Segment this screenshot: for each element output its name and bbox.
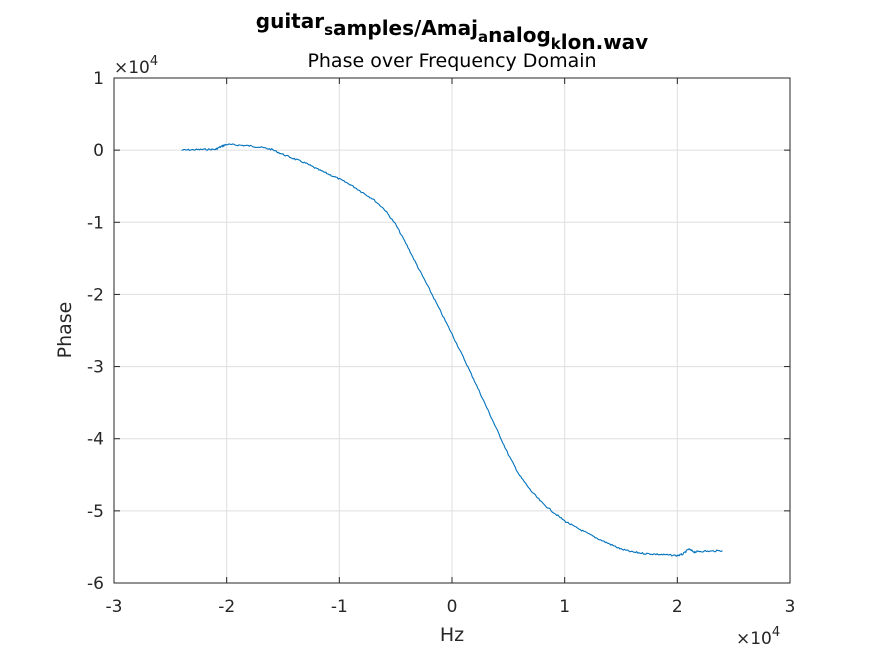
y-tick-label: -6 xyxy=(87,574,104,594)
exponent-power: 4 xyxy=(772,625,780,640)
title-segment: nalog xyxy=(488,23,551,47)
x-exponent-label: ×104 xyxy=(736,625,780,649)
x-tick-label: 0 xyxy=(447,597,458,617)
chart-subtitle: Phase over Frequency Domain xyxy=(307,50,596,72)
y-exponent-label: ×104 xyxy=(114,54,158,78)
title-subscript: s xyxy=(324,21,333,39)
title-segment: guitar xyxy=(256,9,324,33)
y-tick-label: 0 xyxy=(93,141,104,161)
title-segment: lon.wav xyxy=(561,30,648,54)
x-tick-label: -3 xyxy=(106,597,123,617)
title-subscript: k xyxy=(551,35,562,53)
y-tick-label: -4 xyxy=(87,430,104,450)
x-tick-label: 2 xyxy=(672,597,683,617)
title-subscript: a xyxy=(478,28,488,46)
series-line xyxy=(181,143,723,558)
chart-title: guitarsamples/Amajanalogklon.wav xyxy=(256,9,648,54)
x-axis-label: Hz xyxy=(440,624,464,646)
label-layer: -3 -2 -1 0 1 2 3 -6 -5 -4 -3 -2 -1 0 1 xyxy=(87,69,795,617)
tick-layer xyxy=(113,77,791,584)
title-segment: amples/Amaj xyxy=(333,16,478,40)
y-tick-label: -1 xyxy=(87,213,104,233)
exponent-base: ×10 xyxy=(736,629,772,649)
exponent-base: ×10 xyxy=(114,58,150,78)
x-tick-label: -1 xyxy=(331,597,348,617)
x-tick-label: 3 xyxy=(785,597,796,617)
series-layer xyxy=(181,143,723,558)
y-tick-label: -2 xyxy=(87,285,104,305)
y-tick-label: -5 xyxy=(87,502,104,522)
y-axis-label: Phase xyxy=(54,302,76,359)
y-tick-label: -3 xyxy=(87,358,104,378)
y-tick-label: 1 xyxy=(93,69,104,89)
x-tick-label: -2 xyxy=(218,597,235,617)
grid-layer xyxy=(114,78,790,583)
x-tick-label: 1 xyxy=(559,597,570,617)
exponent-power: 4 xyxy=(150,54,158,69)
